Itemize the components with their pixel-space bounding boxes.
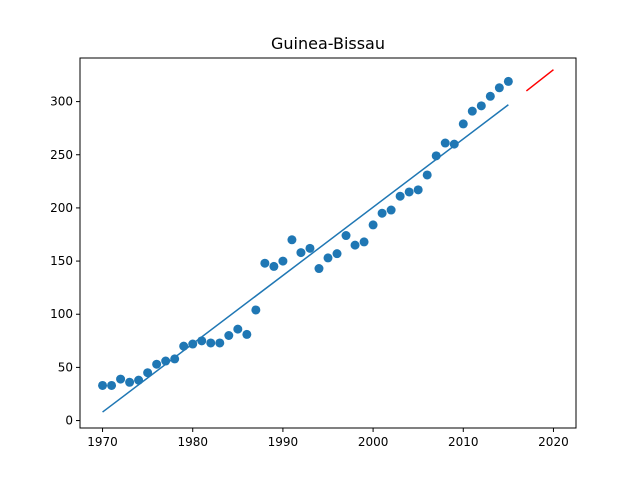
data-point (125, 377, 135, 387)
data-point (395, 191, 405, 201)
plot-area (79, 57, 577, 429)
data-point (143, 368, 153, 378)
data-point (206, 338, 216, 348)
data-point (377, 208, 387, 218)
data-point (260, 258, 270, 268)
data-point (332, 249, 342, 259)
data-point (152, 359, 162, 369)
y-tick-label: 200 (50, 201, 73, 215)
data-point (224, 331, 234, 340)
data-point (494, 83, 504, 93)
chart-title: Guinea-Bissau (271, 34, 385, 53)
data-point (134, 375, 144, 385)
data-point (305, 243, 315, 253)
data-point (359, 237, 369, 247)
data-point (179, 341, 189, 351)
data-point (107, 380, 117, 390)
x-tick-label: 2010 (448, 435, 479, 449)
data-point (269, 261, 279, 271)
y-tick-label: 150 (50, 254, 73, 268)
data-point (98, 380, 108, 390)
data-point (323, 253, 333, 263)
data-point (422, 170, 432, 180)
data-point (278, 256, 288, 266)
data-point (386, 205, 396, 215)
data-point (485, 91, 495, 101)
y-tick-label: 100 (50, 307, 73, 321)
data-point (242, 329, 252, 339)
x-tick-label: 2000 (358, 435, 389, 449)
data-point (233, 324, 243, 334)
data-point (350, 240, 360, 250)
data-point (449, 139, 459, 149)
data-point (251, 305, 261, 315)
data-point (503, 76, 513, 86)
x-tick-label: 1990 (268, 435, 299, 449)
y-tick-label: 0 (65, 414, 73, 428)
series-layer (98, 69, 554, 413)
x-tick-label: 1970 (87, 435, 118, 449)
data-point (314, 264, 324, 274)
data-point (476, 101, 486, 111)
trend-line (102, 104, 509, 413)
data-point (413, 185, 423, 195)
data-point (116, 374, 126, 384)
data-point (467, 106, 477, 116)
data-point (287, 235, 297, 245)
y-tick-label: 50 (58, 360, 73, 374)
y-axis: 0 50 100 150 200 250 300 (50, 95, 80, 428)
y-tick-label: 300 (50, 95, 73, 109)
x-tick-label: 2020 (538, 435, 569, 449)
data-point (368, 220, 378, 230)
data-point (440, 138, 450, 148)
data-point (215, 338, 225, 348)
data-point (341, 231, 351, 241)
x-axis: 1970 1980 1990 2000 2010 2020 (87, 428, 569, 449)
y-tick-label: 250 (50, 148, 73, 162)
forecast-line (525, 69, 554, 92)
data-point (296, 248, 306, 258)
x-tick-label: 1980 (177, 435, 208, 449)
data-point (458, 119, 468, 129)
data-point (404, 187, 414, 197)
